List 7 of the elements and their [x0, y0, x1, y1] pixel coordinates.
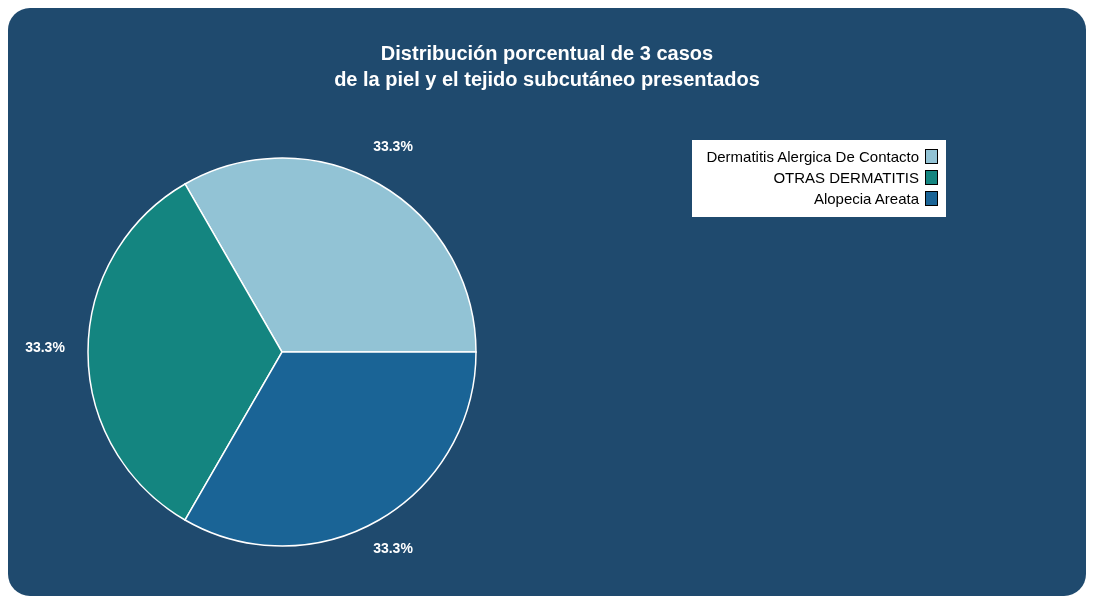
- data-label: 33.3%: [373, 138, 414, 155]
- data-label: 33.3%: [25, 339, 66, 355]
- chart-title: Distribución porcentual de 3 casos de la piel y el tejido subcutáneo presentados: [333, 41, 761, 92]
- legend-label: OTRAS DERMATITIS: [773, 169, 919, 186]
- legend-label: Dermatitis Alergica De Contacto: [706, 148, 919, 165]
- data-label: 33.3%: [373, 539, 414, 556]
- legend-label: Alopecia Areata: [813, 190, 919, 207]
